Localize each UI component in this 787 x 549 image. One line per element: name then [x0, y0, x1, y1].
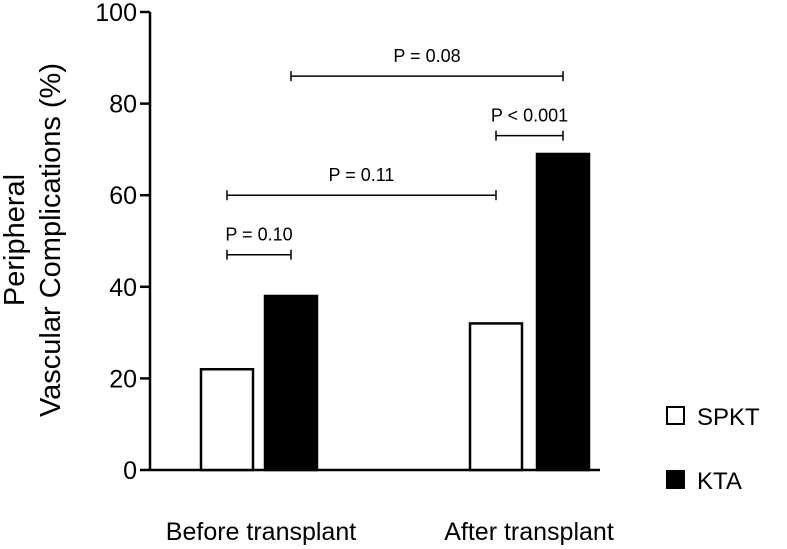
x-category-label: Before transplant [166, 518, 356, 546]
y-axis-label-line-1: Peripheral [0, 174, 31, 306]
y-tick-label: 40 [109, 274, 137, 302]
bar-spkt-after [468, 322, 524, 472]
bar-spkt-before [199, 367, 255, 472]
p-value-label: P = 0.08 [393, 46, 460, 66]
legend-label: KTA [697, 468, 742, 495]
y-tick-label: 0 [123, 457, 137, 485]
significance-annotations: P = 0.10 P = 0.11 P < 0.001 P = 0.08 [225, 46, 568, 260]
y-axis: 0 20 40 60 80 100 [95, 0, 600, 485]
legend-swatch [666, 406, 685, 425]
x-category-label: After transplant [444, 518, 614, 546]
y-axis-label: Peripheral Vascular Complications (%) [0, 63, 67, 417]
legend: SPKT KTA [666, 404, 760, 495]
p-value-label: P < 0.001 [491, 106, 568, 126]
y-tick-label: 80 [109, 91, 137, 119]
y-tick-label: 100 [95, 0, 137, 27]
y-tick-label: 20 [109, 365, 137, 393]
significance-bracket: P = 0.08 [290, 46, 564, 82]
x-axis-category-labels: Before transplant After transplant [166, 518, 614, 546]
significance-bracket: P = 0.11 [226, 165, 497, 201]
significance-bracket: P = 0.10 [225, 225, 293, 260]
bars [199, 152, 591, 472]
legend-item-kta: KTA [666, 468, 742, 495]
p-value-label: P = 0.10 [225, 225, 292, 245]
bar-kta-after [535, 152, 591, 472]
significance-bracket: P < 0.001 [491, 106, 568, 141]
legend-label: SPKT [697, 404, 760, 431]
y-axis-label-line-2: Vascular Complications (%) [35, 63, 67, 417]
bar-kta-before [263, 294, 319, 472]
legend-swatch [666, 470, 685, 489]
p-value-label: P = 0.11 [329, 165, 395, 185]
legend-item-spkt: SPKT [666, 404, 760, 431]
y-tick-label: 60 [109, 182, 137, 210]
